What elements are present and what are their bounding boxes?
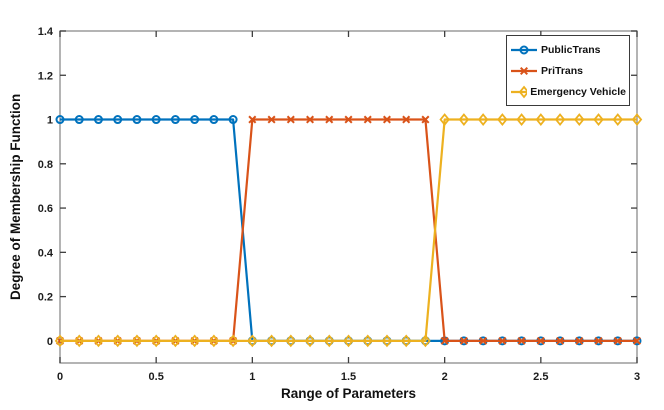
diamond-marker — [631, 113, 643, 126]
y-tick-label: 0.6 — [38, 203, 53, 215]
legend: PublicTrans PriTrans Emergency Vehicle — [506, 35, 630, 106]
diamond-marker — [439, 113, 450, 126]
legend-label-emergency-vehicle: Emergency Vehicle — [530, 85, 626, 98]
diamond-marker — [304, 334, 316, 348]
diamond-marker — [131, 334, 143, 348]
x-tick-label: 3 — [634, 371, 640, 383]
x-marker — [459, 336, 468, 345]
diamond-marker — [612, 113, 624, 126]
circle-marker — [74, 115, 84, 125]
diamond-marker — [535, 113, 547, 126]
diamond-marker — [266, 334, 277, 348]
x-marker — [479, 336, 488, 345]
emergency-vehicle-line-sample — [511, 85, 528, 98]
legend-item-emergency-vehicle: Emergency Vehicle — [510, 85, 626, 99]
x-marker — [306, 115, 315, 124]
x-marker — [594, 336, 603, 345]
diamond-marker — [343, 334, 354, 348]
diamond-marker — [362, 334, 373, 348]
circle-marker — [209, 115, 219, 125]
y-tick-label: 0.2 — [38, 292, 53, 304]
x-marker — [344, 115, 353, 124]
y-axis-label: Degree of Membership Function — [8, 93, 23, 301]
y-tick-label: 1.2 — [38, 70, 53, 82]
diamond-marker — [324, 334, 335, 348]
x-tick-label: 1 — [249, 371, 255, 383]
circle-marker — [519, 45, 529, 54]
x-marker — [440, 336, 449, 345]
circle-marker — [170, 115, 180, 125]
x-marker — [498, 336, 507, 345]
diamond-marker — [73, 334, 85, 348]
diamond-marker — [227, 334, 239, 348]
x-marker — [325, 115, 334, 124]
diamond-marker — [189, 334, 200, 348]
circle-marker — [228, 115, 238, 125]
series-line-circle — [60, 118, 637, 342]
x-axis-label: Range of Parameters — [280, 386, 417, 401]
y-tick-label: 0.8 — [38, 159, 53, 171]
x-marker — [286, 115, 295, 124]
x-marker — [632, 336, 642, 345]
diamond-marker — [477, 113, 489, 126]
x-tick-label: 1.5 — [341, 371, 356, 383]
diamond-marker — [458, 113, 470, 126]
diamond-marker — [208, 334, 220, 348]
diamond-marker — [170, 334, 181, 348]
diamond-marker — [554, 113, 566, 126]
series-line-diamond — [60, 118, 637, 342]
x-marker — [248, 115, 257, 124]
x-marker — [402, 115, 411, 124]
diamond-marker — [420, 334, 431, 348]
diamond-marker — [285, 334, 297, 348]
x-tick-label: 0 — [57, 371, 63, 383]
circle-marker — [151, 115, 161, 125]
x-marker — [519, 66, 529, 75]
x-marker — [382, 115, 391, 124]
circle-marker — [113, 115, 123, 125]
pritrans-line-sample — [511, 66, 537, 75]
diamond-marker — [247, 334, 258, 348]
y-tick-label: 0.4 — [38, 247, 54, 259]
x-marker — [363, 115, 372, 124]
x-marker — [575, 336, 584, 345]
diamond-marker — [150, 334, 162, 348]
circle-marker — [93, 115, 103, 125]
diamond-marker — [93, 334, 104, 348]
y-tick-label: 0 — [47, 336, 53, 348]
diamond-marker — [54, 334, 66, 348]
series-line-x — [60, 118, 637, 342]
diamond-marker — [497, 113, 508, 126]
diamond-marker — [518, 85, 528, 98]
legend-label-publictrans: PublicTrans — [541, 43, 601, 56]
x-tick-label: 2.5 — [533, 371, 548, 383]
x-marker — [613, 336, 622, 345]
x-marker — [421, 115, 430, 124]
x-marker — [536, 336, 545, 345]
diamond-marker — [593, 113, 604, 126]
x-marker — [267, 115, 276, 124]
diamond-marker — [574, 113, 585, 126]
circle-marker — [132, 115, 142, 125]
publictrans-line-sample — [511, 45, 537, 54]
x-marker — [556, 336, 565, 345]
legend-item-publictrans: PublicTrans — [510, 43, 626, 57]
legend-item-pritrans: PriTrans — [510, 64, 626, 78]
diamond-marker — [381, 334, 393, 348]
x-tick-label: 0.5 — [149, 371, 164, 383]
diamond-marker — [516, 113, 527, 126]
y-tick-label: 1 — [47, 115, 53, 127]
circle-marker — [55, 115, 65, 125]
y-tick-label: 1.4 — [38, 26, 54, 38]
diamond-marker — [400, 334, 412, 348]
legend-label-pritrans: PriTrans — [541, 64, 584, 77]
x-tick-label: 2 — [442, 371, 448, 383]
x-marker — [517, 336, 526, 345]
diamond-marker — [112, 334, 123, 348]
circle-marker — [190, 115, 200, 125]
